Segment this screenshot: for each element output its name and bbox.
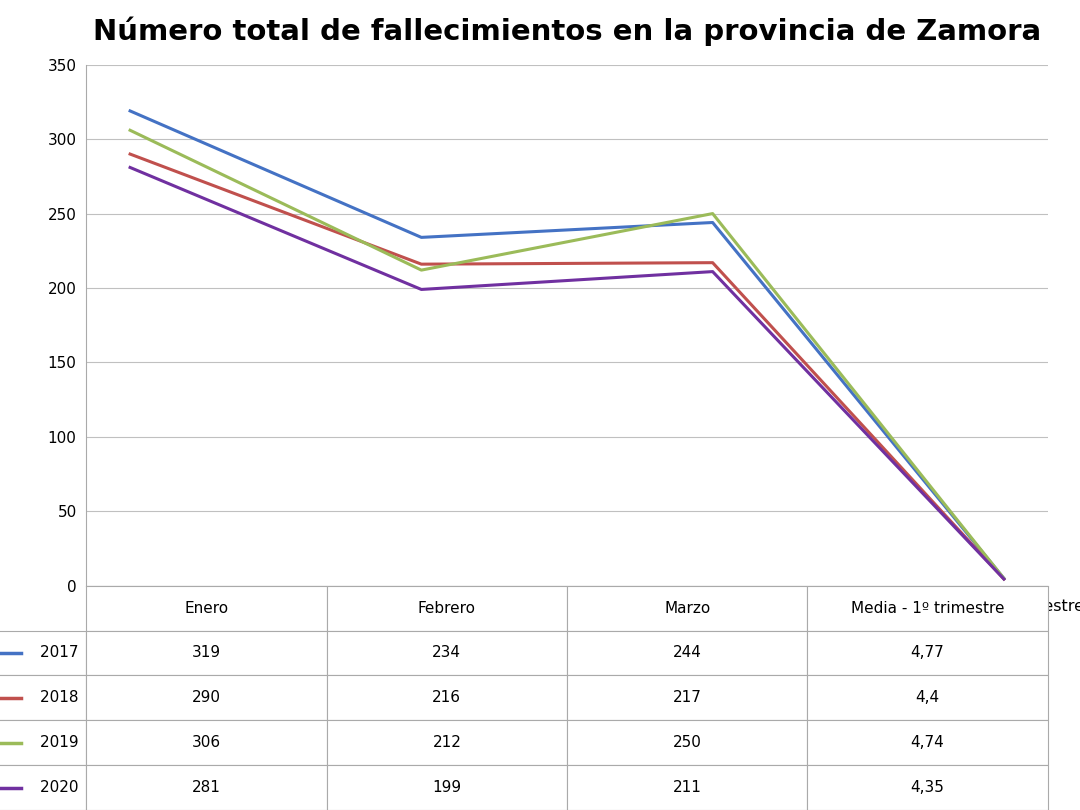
Title: Número total de fallecimientos en la provincia de Zamora: Número total de fallecimientos en la pro…	[93, 16, 1041, 46]
